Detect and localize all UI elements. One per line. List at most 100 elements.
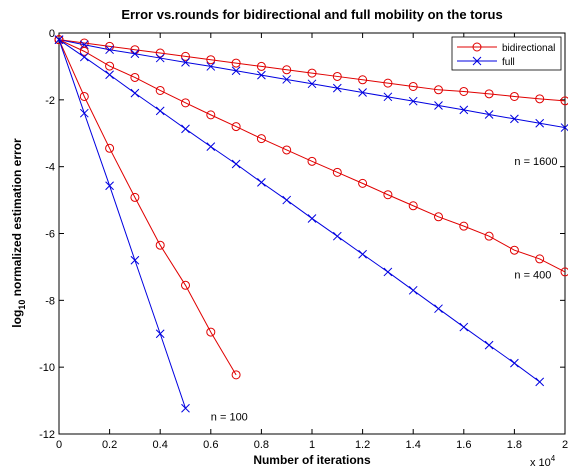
x-tick-label: 0.2 [102, 439, 117, 451]
data-point [79, 91, 89, 101]
series-bidirectional-n100 [54, 35, 241, 380]
x-tick-label: 1.6 [456, 439, 471, 451]
data-point [408, 96, 418, 106]
data-point [307, 68, 317, 78]
data-point [79, 46, 89, 56]
data-point [79, 40, 89, 50]
data-point [408, 81, 418, 91]
series-line [58, 39, 566, 273]
series-line [58, 39, 566, 102]
data-point [130, 72, 140, 82]
plot-area [58, 32, 566, 435]
data-point [434, 85, 443, 95]
data-point [130, 192, 140, 202]
legend-marker-bidirectional [472, 42, 482, 52]
data-point [560, 267, 568, 277]
data-point [307, 79, 317, 89]
data-point [231, 122, 241, 132]
data-point [155, 53, 165, 63]
data-point [383, 78, 393, 88]
data-point [459, 221, 469, 231]
data-point [509, 91, 519, 101]
data-point [105, 181, 114, 191]
data-point [408, 201, 418, 211]
data-point [358, 75, 368, 85]
data-point [256, 134, 266, 144]
data-point [535, 94, 545, 104]
x-multiplier-exponent: 4 [551, 454, 556, 463]
data-point [282, 65, 292, 75]
data-point [130, 49, 140, 59]
data-point [434, 212, 443, 222]
data-point [282, 195, 292, 205]
data-point [155, 106, 165, 116]
series-line [58, 39, 237, 376]
data-point [484, 231, 494, 241]
legend-label-bidirectional: bidirectional [502, 43, 555, 54]
data-point [206, 142, 216, 151]
data-point [206, 110, 216, 120]
data-point [358, 178, 368, 188]
data-point [181, 403, 190, 413]
x-tick-label: 1.4 [406, 439, 421, 451]
data-point [332, 83, 342, 93]
data-point [282, 75, 292, 84]
series-line [58, 39, 540, 383]
data-point [130, 255, 140, 265]
y-tick-label: -10 [39, 362, 55, 374]
x-tick-label: 0.4 [153, 439, 168, 451]
data-point [181, 280, 190, 290]
data-point [560, 96, 568, 106]
data-point [434, 101, 443, 110]
data-point [332, 167, 342, 177]
data-point [282, 145, 292, 155]
data-point [535, 118, 545, 128]
data-point [484, 110, 494, 119]
data-point [79, 52, 89, 62]
data-point [383, 92, 393, 102]
x-tick-label: 0 [56, 439, 62, 451]
data-point [105, 61, 115, 71]
data-point [459, 86, 469, 96]
data-point [155, 48, 165, 58]
data-point [206, 62, 216, 71]
data-point [383, 267, 393, 277]
data-point [231, 66, 241, 76]
data-point [231, 58, 241, 68]
legend: bidirectional full [451, 36, 562, 71]
data-point [459, 105, 469, 115]
data-point [256, 61, 266, 71]
legend-marker-full [472, 56, 482, 66]
y-tick-label: -2 [45, 95, 55, 107]
series-layer [54, 35, 568, 413]
data-point [510, 114, 519, 124]
y-tick-label: -6 [45, 229, 55, 241]
y-tick-label: -8 [45, 295, 55, 307]
series-bidirectional-n400 [54, 35, 568, 277]
x-multiplier-base: x 104 [530, 454, 556, 469]
x-tick-label: 0.6 [203, 439, 218, 451]
data-point [231, 370, 241, 380]
data-point [358, 249, 367, 259]
data-point [155, 240, 165, 250]
x-tick-label: 1.2 [355, 439, 370, 451]
data-point [155, 329, 165, 339]
data-point [257, 70, 266, 80]
annotation-n1600: n = 1600 [514, 156, 557, 168]
data-point [181, 124, 190, 134]
data-point [408, 285, 418, 295]
x-axis-label: Number of iterations [253, 453, 371, 467]
data-point [105, 143, 115, 153]
series-line [58, 39, 186, 409]
data-point [54, 35, 64, 45]
data-point [434, 304, 443, 314]
data-point [155, 85, 165, 95]
x-tick-label: 0.8 [254, 439, 269, 451]
data-point [181, 58, 190, 67]
data-point [383, 190, 393, 200]
y-tick-label: -12 [39, 429, 55, 441]
data-point [459, 322, 469, 332]
data-point [181, 98, 190, 108]
data-point [130, 88, 140, 98]
